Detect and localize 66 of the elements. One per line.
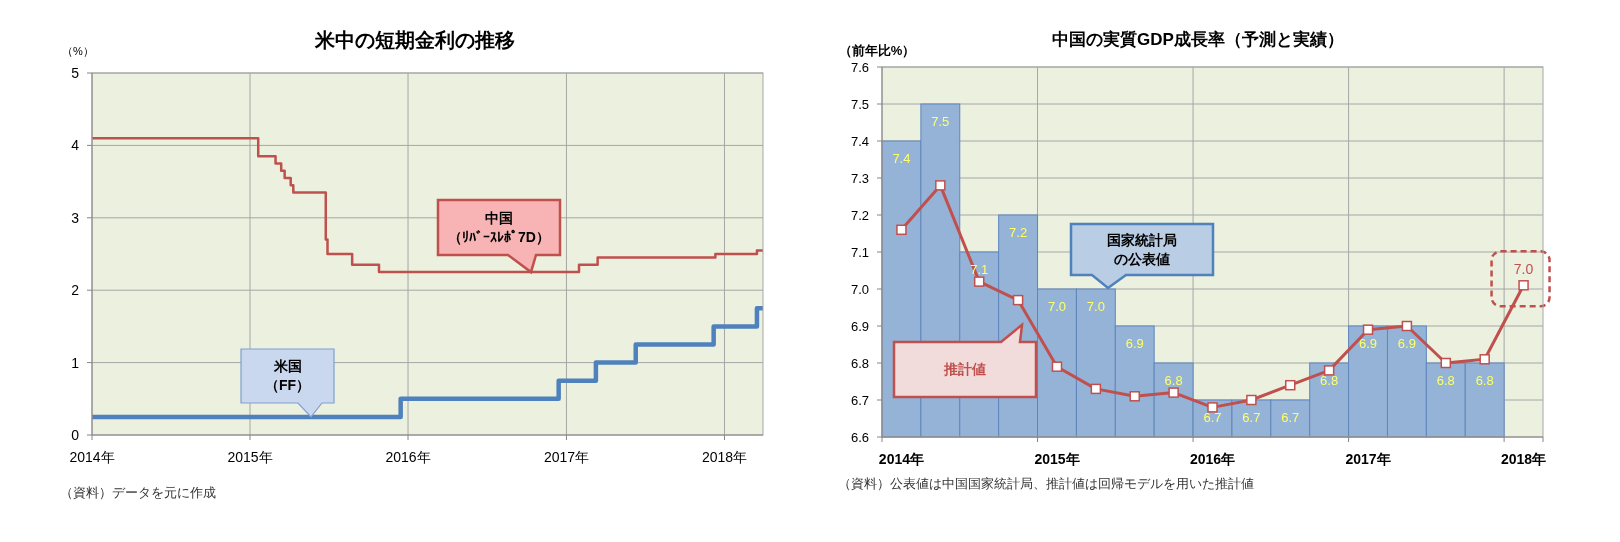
data-label: 7.2 (1009, 225, 1028, 240)
x-tick-label: 2017年 (1345, 451, 1391, 467)
point (1168, 387, 1179, 398)
point (1401, 320, 1413, 332)
point (935, 180, 946, 191)
y-tick-label: 7.0 (850, 281, 869, 297)
x-tick-label: 2018年 (701, 449, 748, 465)
point (1207, 402, 1218, 413)
y-tick-label: 7.1 (850, 244, 869, 260)
point (1323, 365, 1335, 376)
y-tick-label: 1 (71, 354, 80, 371)
point (1518, 280, 1529, 291)
data-label: 6.8 (1320, 373, 1339, 388)
chart-title: 米中の短期金利の推移 (314, 29, 515, 51)
point (1285, 379, 1296, 391)
data-label: 6.9 (1125, 336, 1144, 351)
point (1440, 357, 1452, 369)
point (1362, 324, 1374, 335)
y-tick-label: 0 (71, 427, 80, 444)
x-tick-label: 2018年 (1500, 451, 1547, 467)
x-tick-label: 2016年 (385, 449, 431, 465)
x-tick-label: 2014年 (69, 449, 115, 465)
y-tick-label: 5 (71, 65, 80, 82)
y-tick-label: 7.5 (850, 96, 869, 112)
point (1479, 354, 1490, 365)
text: （資料）公表値は中国国家統計局、推計値は回帰モデルを用いた推計値 (838, 476, 1254, 491)
point (1012, 294, 1024, 306)
point (896, 224, 907, 236)
data-label: 6.9 (1358, 336, 1378, 351)
point (1090, 383, 1102, 395)
data-label: 6.8 (1436, 373, 1455, 388)
data-label: 6.8 (1475, 373, 1494, 388)
x-tick-label: 2015年 (1034, 451, 1080, 467)
text: （資料）データを元に作成 (60, 485, 216, 500)
point (1051, 361, 1063, 372)
data-label: 7.0 (1513, 261, 1534, 278)
data-label: 6.7 (1242, 410, 1261, 425)
point (1129, 391, 1140, 402)
data-label: 6.7 (1203, 410, 1222, 425)
chart-title: 中国の実質GDP成長率（予測と実績） (1052, 30, 1344, 49)
y-tick-label: 6.6 (850, 429, 869, 445)
y-axis-title: （%） (62, 45, 94, 57)
y-tick-label: 4 (71, 137, 80, 154)
y-tick-label: 3 (71, 209, 80, 226)
data-label: 7.0 (1047, 299, 1067, 314)
y-tick-label: 7.4 (850, 133, 869, 149)
point (1246, 394, 1257, 406)
y-tick-label: 2 (71, 282, 80, 299)
data-label: 7.4 (892, 151, 911, 166)
y-axis-title: （前年比%） (838, 43, 916, 58)
x-tick-label: 2014年 (878, 451, 925, 467)
data-label: 6.7 (1281, 410, 1300, 425)
y-tick-label: 7.6 (850, 59, 869, 75)
y-tick-label: 7.2 (850, 207, 869, 223)
x-tick-label: 2015年 (227, 449, 273, 465)
data-label: 7.5 (931, 114, 950, 129)
x-tick-label: 2017年 (543, 449, 590, 465)
y-tick-label: 6.9 (850, 318, 869, 334)
x-tick-label: 2016年 (1189, 451, 1236, 467)
data-label: 7.0 (1086, 299, 1105, 314)
y-tick-label: 6.7 (850, 392, 869, 408)
data-label: 6.8 (1164, 373, 1183, 388)
y-tick-label: 6.8 (850, 355, 869, 371)
data-label: 6.9 (1397, 336, 1416, 351)
point (973, 276, 985, 287)
y-tick-label: 7.3 (850, 170, 869, 186)
